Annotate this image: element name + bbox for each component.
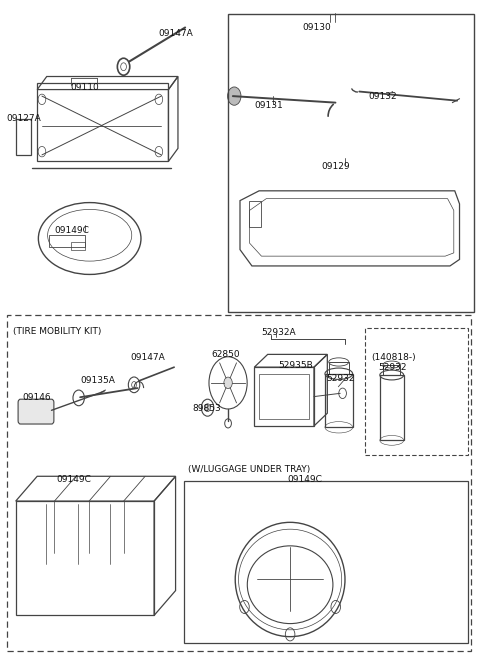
Text: 09147A: 09147A [130, 353, 165, 362]
Text: 09129: 09129 [321, 161, 350, 171]
Bar [228, 14, 474, 312]
Text: 09127A: 09127A [6, 114, 41, 123]
Text: 09132: 09132 [369, 92, 397, 100]
Circle shape [204, 404, 210, 411]
Text: 52932A: 52932A [262, 328, 296, 337]
Text: 09130: 09130 [302, 23, 331, 32]
Bar [380, 375, 404, 440]
Bar [259, 374, 309, 419]
Text: 52935B: 52935B [278, 361, 313, 370]
Text: 09149C: 09149C [54, 226, 89, 234]
Text: 09149C: 09149C [288, 475, 323, 484]
Text: 52932: 52932 [378, 363, 407, 372]
Text: 62850: 62850 [211, 350, 240, 359]
Bar [184, 481, 468, 643]
Text: 09110: 09110 [71, 83, 99, 92]
Text: 09147A: 09147A [159, 29, 193, 38]
Bar [325, 374, 353, 427]
Bar [37, 83, 168, 161]
Text: 52932: 52932 [326, 375, 354, 384]
Text: 09146: 09146 [23, 394, 51, 402]
Bar [16, 501, 154, 615]
Text: 09149C: 09149C [56, 475, 91, 484]
Bar [16, 119, 31, 155]
Bar [71, 242, 85, 250]
Bar [249, 201, 261, 227]
Bar [365, 328, 468, 455]
Text: 09131: 09131 [254, 102, 283, 110]
Bar [49, 236, 85, 247]
Bar [329, 362, 349, 374]
Bar [7, 315, 471, 651]
Text: (TIRE MOBILITY KIT): (TIRE MOBILITY KIT) [13, 327, 102, 336]
Bar [383, 365, 400, 375]
Text: 09135A: 09135A [80, 376, 115, 385]
Bar [254, 367, 314, 426]
Circle shape [224, 377, 232, 388]
Circle shape [228, 87, 241, 105]
Text: (140818-): (140818-) [371, 353, 416, 362]
Text: 89853: 89853 [192, 404, 221, 413]
Text: (W/LUGGAGE UNDER TRAY): (W/LUGGAGE UNDER TRAY) [188, 465, 310, 474]
FancyBboxPatch shape [18, 400, 54, 424]
